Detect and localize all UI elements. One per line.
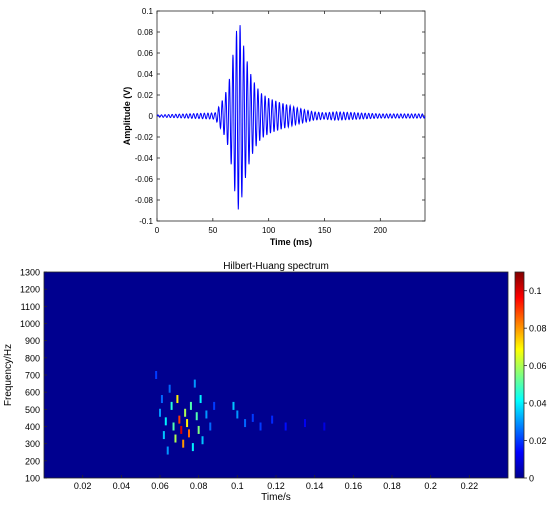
hht-cell [176,395,179,404]
hht-y-tick-label: 500 [25,405,40,415]
waveform-y-tick-label: -0.08 [135,196,154,205]
hht-x-axis-label: Time/s [261,492,291,503]
hht-cell [236,410,239,419]
hht-cell [186,419,189,428]
hht-x-tick-label: 0.12 [267,481,285,491]
waveform-y-tick-label: 0 [149,112,154,121]
waveform-y-tick-label: 0.02 [137,91,153,100]
hht-y-axis-label: Frequency/Hz [3,344,14,406]
hht-y-tick-label: 1000 [20,319,40,329]
hht-y-ticks: 1300 1200 1100 1000 900 800 700 600 500 400 300 200… [20,268,47,484]
hht-cell [184,408,187,417]
waveform-y-ticks: 0.1 0.08 0.06 0.04 0.02 0 -0.02 -0.04 -0.06 -0.08… [135,7,425,226]
hht-cell [232,401,235,410]
waveform-x-tick-label: 150 [318,226,332,235]
hht-cell [159,408,161,417]
hht-cell [209,422,212,431]
hht-cell [160,395,163,404]
hht-cell [182,439,185,448]
waveform-y-tick-label: 0.08 [137,28,153,37]
hht-x-tick-label: 0.04 [113,481,131,491]
waveform-y-tick-label: 0.04 [137,70,153,79]
hht-y-tick-label: 800 [25,353,40,363]
waveform-y-axis-label: Amplitude (V) [122,87,132,146]
hht-x-tick-label: 0.16 [345,481,363,491]
hht-x-tick-label: 0.22 [461,481,479,491]
waveform-y-tick-label: 0.06 [137,49,153,58]
waveform-x-tick-label: 100 [262,226,276,235]
hht-y-tick-label: 900 [25,336,40,346]
waveform-y-tick-label: -0.04 [135,154,154,163]
hht-cell [201,436,204,445]
hht-x-tick-label: 0.02 [74,481,92,491]
hht-cell [191,443,194,452]
hht-cell [180,425,183,434]
waveform-y-tick-label: 0.1 [142,7,154,16]
hht-cell [189,401,192,410]
hht-y-tick-label: 1100 [21,302,40,312]
hht-cell [168,384,171,393]
hht-cell [162,431,165,440]
hht-x-tick-label: 0.14 [306,481,324,491]
colorbar-tick-label: 0.06 [529,361,547,371]
colorbar [514,271,525,479]
hht-cell [178,415,181,424]
colorbar-tick-label: 0.02 [529,436,547,446]
hht-y-tick-label: 700 [25,371,40,381]
waveform-y-tick-label: -0.1 [139,217,153,226]
colorbar-tick-label: 0.1 [529,286,542,296]
hht-cell [213,401,216,410]
hht-y-tick-label: 300 [25,439,40,449]
waveform-chart: 0.1 0.08 0.06 0.04 0.02 0 -0.02 -0.04 -0.06 -0.08… [122,7,426,247]
hht-cell [271,415,274,424]
hht-cell [164,417,167,426]
hht-x-tick-label: 0.2 [424,481,437,491]
hht-x-tick-label: 0.18 [383,481,401,491]
hht-cell [251,413,254,422]
hht-cell [172,422,175,431]
hht-y-tick-label: 600 [25,388,40,398]
hht-cell [244,419,247,428]
colorbar-tick-label: 0.04 [529,399,547,409]
hht-cell [170,401,173,410]
hht-cells [155,371,326,455]
waveform-x-ticks: 0 50 100 150 200 [155,11,388,235]
hht-cell [304,419,306,428]
hht-x-tick-label: 0.1 [231,481,244,491]
hht-cell [188,429,190,438]
hht-y-tick-label: 1300 [20,268,40,278]
colorbar-tick-label: 0.08 [529,324,547,334]
colorbar-ticks: 0.1 0.08 0.06 0.04 0.02 0 [524,286,547,484]
hht-cell [155,371,158,379]
hht-y-tick-label: 400 [25,422,40,432]
hht-cell [193,379,196,388]
hht-x-ticks: 0.02 0.04 0.06 0.08 0.1 0.12 0.14 0.16 0.18 0.2 0.… [74,475,478,491]
hht-x-tick-label: 0.08 [190,481,208,491]
hht-spectrum-chart: Hilbert-Huang spectrum 13001200110010009… [3,261,547,503]
hht-cell [166,446,169,455]
waveform-x-axis-label: Time (ms) [270,237,312,247]
hht-cell [199,395,202,404]
colorbar-tick-label: 0 [529,474,534,484]
waveform-y-tick-label: -0.06 [135,175,154,184]
hht-y-tick-label: 100 [25,474,40,484]
hht-cell [195,412,198,421]
hht-cell [259,422,262,431]
hht-cell [197,425,200,434]
hht-cell [205,410,208,419]
hht-cell [284,422,287,431]
hht-title: Hilbert-Huang spectrum [223,261,329,272]
hht-y-tick-label: 1200 [20,285,40,295]
waveform-series-line [156,25,426,210]
waveform-y-tick-label: -0.02 [135,133,154,142]
waveform-x-tick-label: 0 [155,226,160,235]
hht-cell [174,434,177,443]
waveform-x-tick-label: 50 [208,226,217,235]
waveform-x-tick-label: 200 [374,226,388,235]
hht-x-tick-label: 0.06 [151,481,169,491]
hht-plot-area [44,272,508,478]
hht-y-tick-label: 200 [25,456,40,466]
hht-cell [323,422,326,431]
